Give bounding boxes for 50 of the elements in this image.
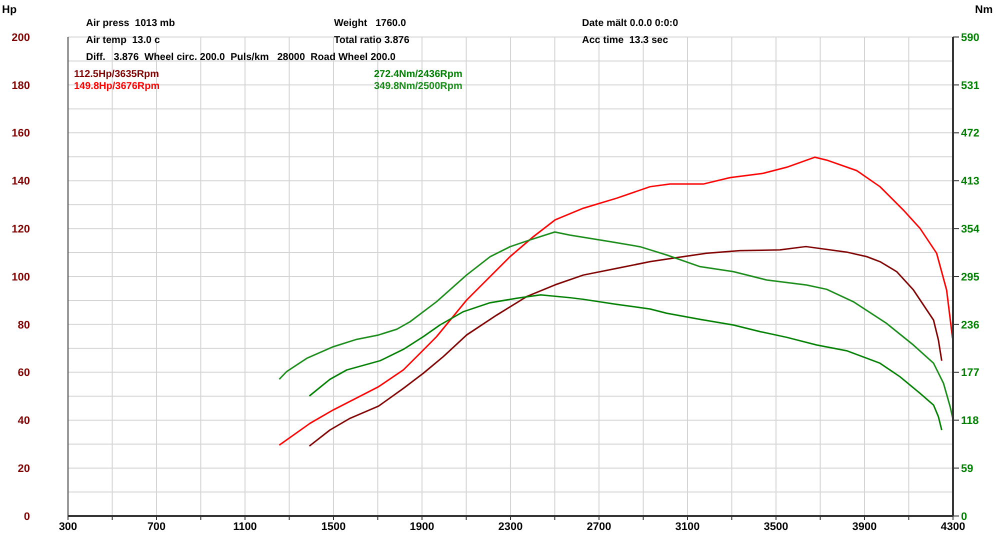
y2-tick-label: 354 <box>961 224 980 236</box>
y-tick-label: 180 <box>12 80 30 92</box>
y2-tick-label: 0 <box>961 510 968 523</box>
y-tick-label: 60 <box>18 367 30 380</box>
y2-tick-label: 531 <box>961 80 980 92</box>
y2-tick-label: 177 <box>961 367 980 380</box>
text: Air press 1013 mb <box>86 18 175 29</box>
y2-tick-label: 472 <box>961 128 980 140</box>
line-series <box>308 294 942 431</box>
y-tick-label: 120 <box>12 224 30 236</box>
x-tick-label: 3100 <box>675 520 700 533</box>
text: Date mält 0.0.0 0:0:0 <box>582 18 678 29</box>
text: Weight 1760.0 <box>334 18 406 29</box>
annotation: Total ratio 3.876 <box>334 35 410 46</box>
x-tick-label: 3900 <box>852 520 877 533</box>
text: 112.5Hp/3635Rpm <box>74 69 160 81</box>
annotation: Acc time 13.3 sec <box>582 35 668 46</box>
line-series <box>308 246 942 447</box>
y2-tick-label: 59 <box>961 463 974 476</box>
y2-tick-label: 118 <box>961 415 979 428</box>
y-tick-label: 160 <box>12 128 30 140</box>
y-axis-title: Hp <box>2 4 17 16</box>
y2-tick-label: 590 <box>961 32 980 44</box>
y2-tick-label: 413 <box>961 176 980 188</box>
x-tick-label: 3500 <box>764 520 788 533</box>
x-tick-label: 2700 <box>586 520 612 533</box>
y-tick-label: 80 <box>18 319 30 332</box>
y2-axis-title: Nm <box>975 4 993 16</box>
x-tick-label: 1500 <box>321 520 346 533</box>
y-tick-label: 20 <box>18 463 30 476</box>
x-tick-label: 2300 <box>498 520 523 533</box>
y2-tick-label: 236 <box>961 319 980 332</box>
x-tick-label: 300 <box>58 520 78 533</box>
y-tick-label: 140 <box>12 176 30 188</box>
annotation: Diff. 3.876 Wheel circ. 200.0 Puls/km 28000 Road Wheel 200.0 <box>86 52 396 63</box>
y-tick-label: 40 <box>18 415 30 428</box>
y2-tick-label: 295 <box>961 271 980 284</box>
annotation: Air temp 13.0 c <box>86 35 160 46</box>
text: 349.8Nm/2500Rpm <box>374 81 464 93</box>
line-series <box>278 156 953 446</box>
x-tick-label: 1900 <box>410 520 434 533</box>
text: 149.8Hp/3676Rpm <box>74 81 161 93</box>
line-series <box>278 231 953 419</box>
y-tick-label: 0 <box>24 510 30 523</box>
y-tick-label: 100 <box>12 271 30 284</box>
x-tick-label: 1100 <box>233 520 257 533</box>
x-tick-label: 700 <box>147 520 166 533</box>
text: 272.4Nm/2436Rpm <box>374 69 464 81</box>
x-tick-label: 4300 <box>940 520 966 533</box>
y-tick-label: 200 <box>12 32 30 44</box>
